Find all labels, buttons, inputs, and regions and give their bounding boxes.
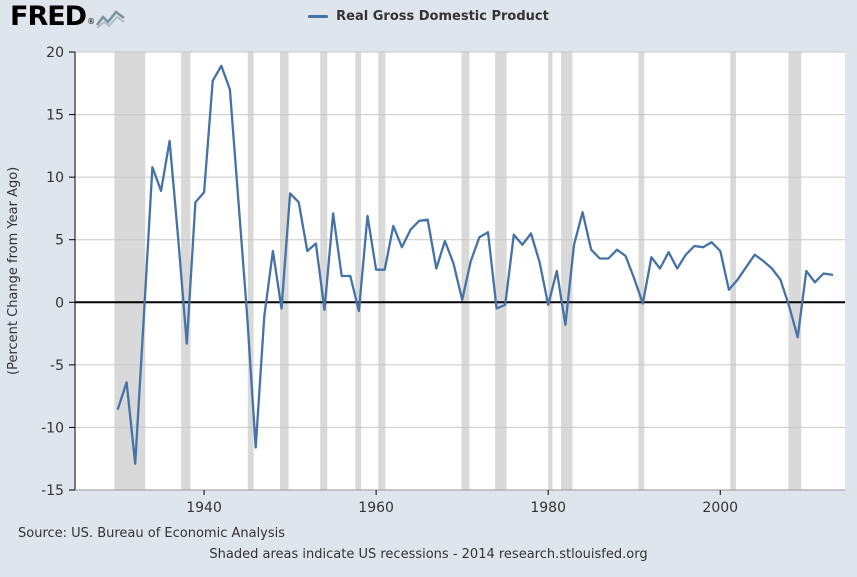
y-tick-label: -5 xyxy=(50,358,64,374)
gdp-line-chart: -15 -10 -5 0 5 10 15 20 1940 1960 1980 2000 xyxy=(41,45,845,516)
recession-band xyxy=(461,52,470,490)
y-tick-label: 10 xyxy=(46,170,64,186)
chart-footer: Source: US. Bureau of Economic Analysis … xyxy=(0,522,857,562)
legend-line-swatch xyxy=(308,15,329,18)
chart-legend: Real Gross Domestic Product xyxy=(0,9,857,24)
recession-band xyxy=(548,52,553,490)
recession-band xyxy=(638,52,645,490)
recession-band xyxy=(561,52,573,490)
recession-band xyxy=(495,52,507,490)
legend-label: Real Gross Domestic Product xyxy=(336,9,549,24)
recession-band xyxy=(788,52,802,490)
y-tick-label: 15 xyxy=(46,108,64,124)
recession-band xyxy=(247,52,254,490)
plot-area xyxy=(75,52,845,490)
x-tick-label: 2000 xyxy=(702,500,738,516)
y-tick-label: 20 xyxy=(46,45,64,61)
x-tick-label: 1940 xyxy=(186,500,222,516)
chart-header: FRED ® Real Gross Domestic Product xyxy=(0,0,857,36)
y-tick-label: -15 xyxy=(41,483,64,499)
recession-band xyxy=(355,52,362,490)
gdp-line xyxy=(116,64,834,465)
fred-logo: FRED ® xyxy=(10,3,126,30)
y-tick-label: -10 xyxy=(41,420,64,436)
fred-logo-squiggle-icon xyxy=(96,10,125,29)
x-tick-label: 1980 xyxy=(530,500,566,516)
x-tick-label: 1960 xyxy=(358,500,394,516)
fred-logo-text: FRED xyxy=(10,1,87,32)
recession-band xyxy=(114,52,146,490)
registered-trademark: ® xyxy=(87,17,96,26)
recession-band xyxy=(378,52,386,490)
recession-band xyxy=(730,52,736,490)
source-text: Source: US. Bureau of Economic Analysis xyxy=(18,526,286,541)
recession-band xyxy=(181,52,191,490)
recession-band xyxy=(320,52,328,490)
recession-note: Shaded areas indicate US recessions - 20… xyxy=(209,547,648,562)
y-tick-label: 5 xyxy=(55,233,64,249)
y-tick-label: 0 xyxy=(55,295,64,311)
